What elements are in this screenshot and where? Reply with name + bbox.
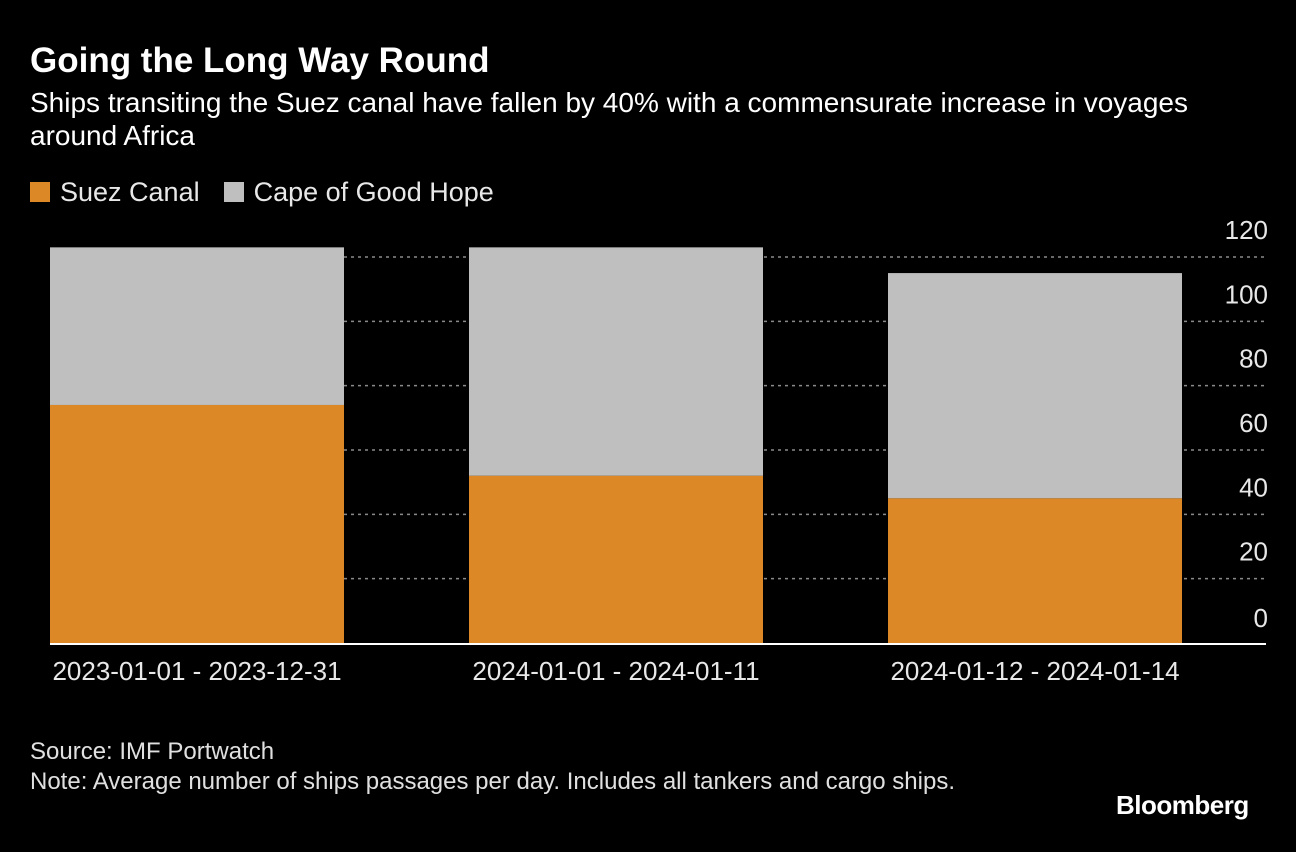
legend-label-suez: Suez Canal	[60, 177, 200, 207]
bar-cape-3	[888, 273, 1182, 499]
x-tick-label-2: 2024-01-01 - 2024-01-11	[472, 656, 759, 686]
legend-item-cape: Cape of Good Hope	[223, 176, 494, 208]
y-tick-label-60: 60	[1239, 408, 1268, 438]
chart-subtitle: Ships transiting the Suez canal have fal…	[30, 87, 1188, 151]
chart-footer: Source: IMF Portwatch Note: Average numb…	[30, 737, 1040, 797]
legend-item-suez: Suez Canal	[30, 176, 200, 208]
x-tick-label-1: 2023-01-01 - 2023-12-31	[52, 656, 341, 686]
y-tick-label-100: 100	[1225, 279, 1268, 309]
y-tick-label-120: 120	[1225, 215, 1268, 245]
bar-suez-1	[50, 404, 344, 643]
chart-title: Going the Long Way Round	[30, 41, 490, 80]
bar-cape-1	[50, 247, 344, 405]
x-tick-label-3: 2024-01-12 - 2024-01-14	[890, 656, 1179, 686]
y-tick-label-0: 0	[1254, 603, 1268, 633]
source-text: Source: IMF Portwatch	[30, 738, 275, 765]
y-tick-label-40: 40	[1239, 472, 1268, 502]
bloomberg-logo: Bloomberg	[1116, 790, 1249, 820]
bar-suez-2	[469, 475, 763, 643]
y-tick-label-80: 80	[1239, 344, 1268, 374]
legend-swatch-suez	[30, 182, 50, 202]
legend: Suez Canal Cape of Good Hope	[30, 176, 518, 208]
bar-suez-3	[888, 498, 1182, 643]
bar-cape-2	[469, 247, 763, 476]
legend-label-cape: Cape of Good Hope	[253, 177, 494, 207]
legend-swatch-cape	[223, 182, 244, 202]
note-text: Note: Average number of ships passages p…	[30, 768, 955, 795]
y-tick-label-20: 20	[1239, 537, 1268, 567]
